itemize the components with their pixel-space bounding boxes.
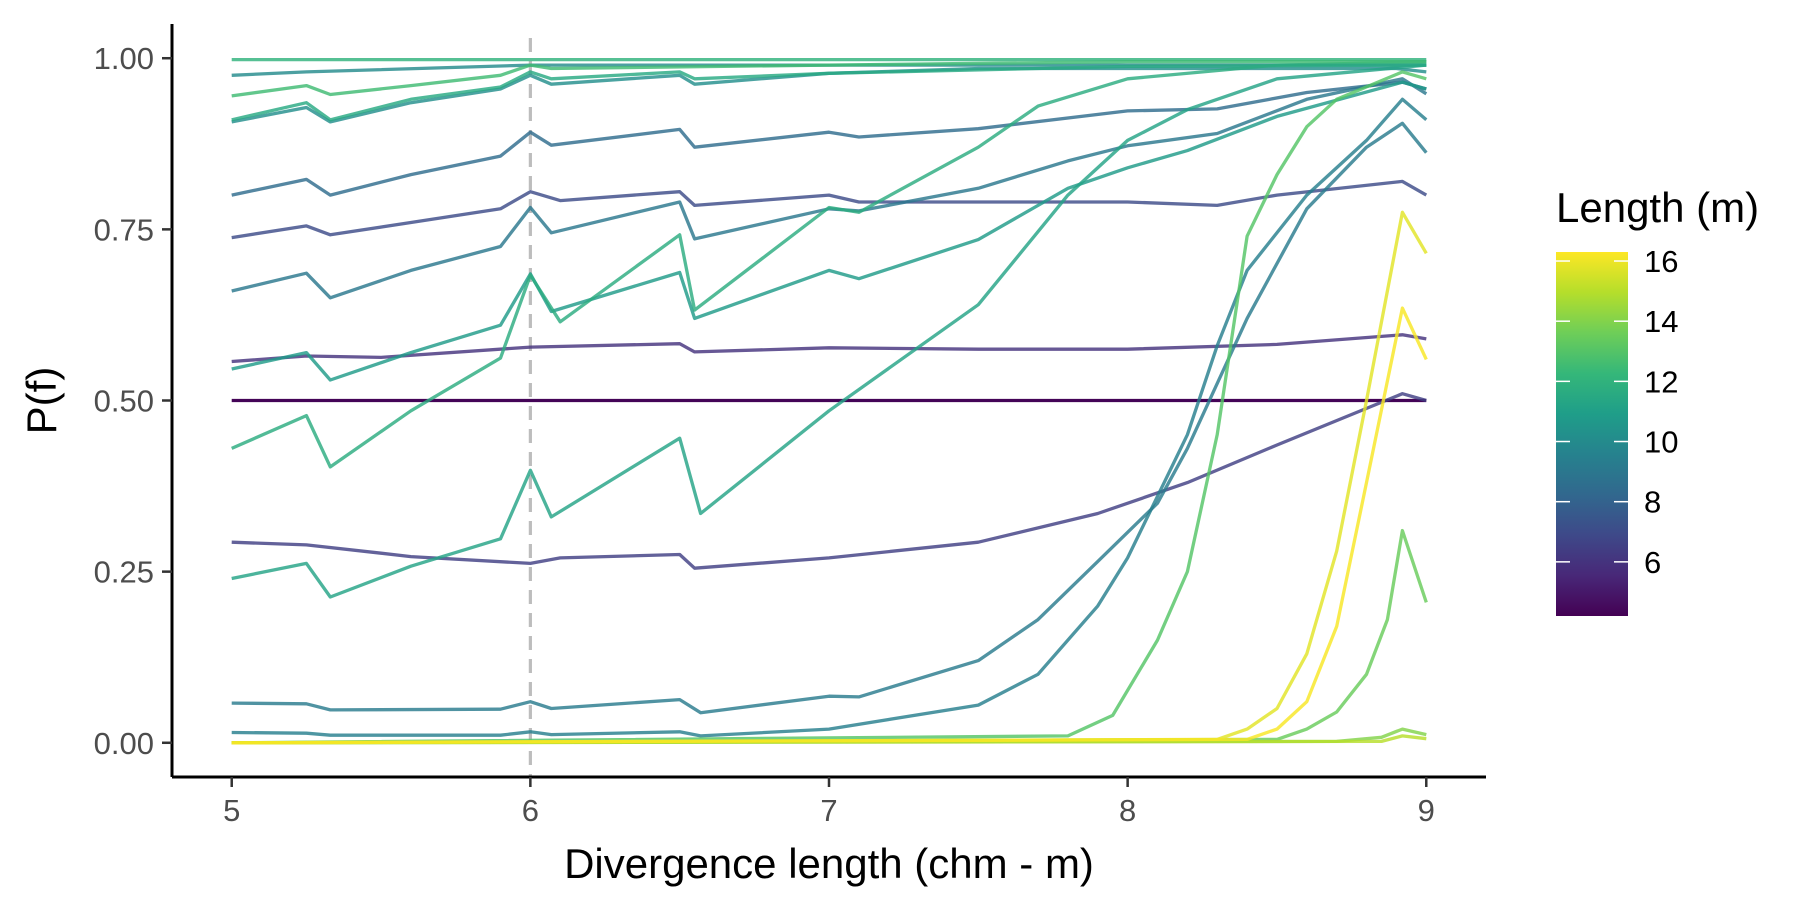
color-legend: Length (m) 6 8 10 12 14 16 [1556,184,1759,616]
y-tick-label: 0.50 [94,384,154,419]
x-tick-label: 9 [1418,793,1435,828]
series-line-10 [231,66,1427,124]
legend-tick-label: 8 [1644,485,1661,520]
series-line-2 [231,333,1427,364]
plot-area [231,38,1428,777]
series-line-17 [231,70,1427,745]
series-line-5 [231,80,1427,197]
x-axis-title: Divergence length (chm - m) [564,840,1094,887]
series-line-8 [231,97,1428,738]
y-tick-label: 1.00 [94,41,154,76]
series-line-13 [231,63,1427,122]
colorbar [1556,252,1628,616]
legend-tick-label: 6 [1644,545,1661,580]
legend-tick-label: 16 [1644,244,1678,279]
axes: 5 6 7 8 9 0.00 0.25 0.50 0.75 1.00 [94,24,1486,828]
legend-tick-label: 14 [1644,304,1678,339]
series-line-12 [231,63,1427,599]
series-line-14 [231,60,1427,469]
x-tick-label: 7 [820,793,837,828]
series-line-22 [231,306,1428,745]
x-tick-label: 5 [223,793,240,828]
legend-tick-label: 10 [1644,425,1678,460]
series-line-11 [231,80,1427,382]
y-tick-label: 0.00 [94,726,154,761]
series-line-7 [231,121,1428,715]
series-line-4 [231,179,1428,240]
y-axis-title: P(f) [18,367,65,435]
series-line-18 [231,528,1428,745]
series-line-16 [231,60,1427,98]
series-line-9 [231,63,1427,77]
series-line-6 [231,77,1428,300]
x-tick-label: 6 [522,793,539,828]
x-tick-label: 8 [1119,793,1136,828]
legend-tick-label: 12 [1644,364,1678,399]
legend-title: Length (m) [1556,184,1759,231]
y-tick-label: 0.25 [94,555,154,590]
y-tick-label: 0.75 [94,212,154,247]
series-line-21 [231,210,1428,745]
series-line-3 [231,392,1427,570]
